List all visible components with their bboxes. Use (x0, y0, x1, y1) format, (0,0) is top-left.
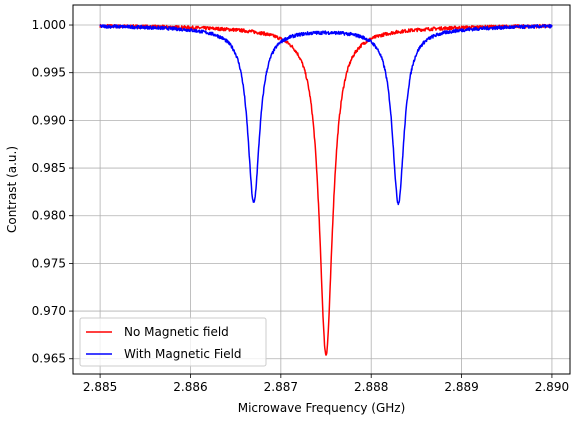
x-tick-label: 2.885 (83, 380, 117, 394)
x-tick-label: 2.886 (173, 380, 207, 394)
y-tick-label: 1.000 (32, 18, 66, 32)
grid (73, 5, 570, 374)
ticks: 2.885 2.886 2.887 2.888 2.889 2.890 1.000 0.995… (32, 18, 569, 394)
y-tick-label: 0.975 (32, 256, 66, 270)
legend-label-with-field: With Magnetic Field (124, 347, 242, 361)
y-tick-label: 0.995 (32, 66, 66, 80)
legend: No Magnetic field With Magnetic Field (79, 317, 267, 367)
series-layer (99, 23, 553, 356)
plot-frame (72, 4, 571, 375)
y-tick-label: 0.970 (32, 304, 66, 318)
x-tick-label: 2.889 (444, 380, 478, 394)
legend-box (79, 317, 267, 367)
series-line-with-field (99, 24, 553, 206)
legend-label-no-field: No Magnetic field (124, 325, 229, 339)
y-axis-label: Contrast (a.u.) (5, 146, 19, 233)
y-tick-label: 0.985 (32, 161, 66, 175)
series-line-no-field (99, 23, 553, 356)
y-tick-label: 0.980 (32, 209, 66, 223)
x-axis-label: Microwave Frequency (GHz) (238, 401, 406, 415)
x-tick-label: 2.888 (354, 380, 388, 394)
y-tick-label: 0.990 (32, 113, 66, 127)
y-tick-label: 0.965 (32, 352, 66, 366)
x-tick-label: 2.890 (535, 380, 569, 394)
x-tick-label: 2.887 (264, 380, 298, 394)
